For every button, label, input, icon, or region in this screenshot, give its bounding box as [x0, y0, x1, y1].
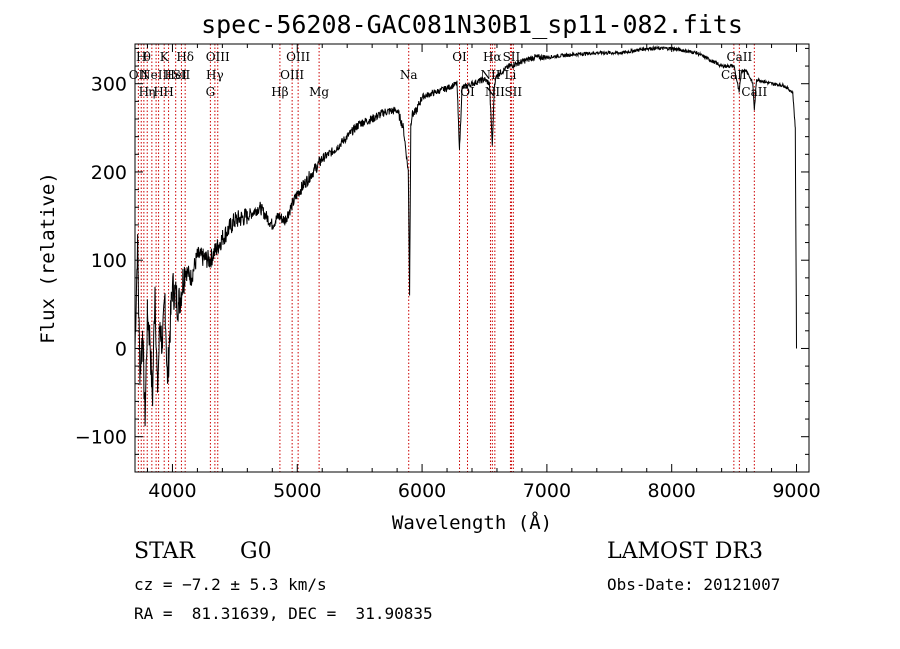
- emission-line-label: H: [139, 85, 149, 99]
- y-axis: −100 0 100 200 300: [75, 47, 809, 455]
- emission-line-label: OIII: [206, 50, 230, 64]
- emission-line-label: η: [148, 85, 155, 99]
- object-subclass: G0: [240, 539, 272, 564]
- y-tick-label: 100: [91, 250, 127, 272]
- emission-line-label: Na: [400, 68, 418, 82]
- y-tick-label: −100: [75, 427, 127, 449]
- redshift-cz: cz = −7.2 ± 5.3 km/s: [134, 575, 327, 594]
- x-tick-label: 8000: [648, 480, 696, 502]
- y-tick-label: 300: [91, 74, 127, 96]
- emission-line-label: SII: [504, 85, 522, 99]
- emission-line-label: HeI: [165, 68, 188, 82]
- emission-line-label: OIII: [280, 68, 304, 82]
- x-tick-label: 7000: [523, 480, 571, 502]
- emission-line-markers: [137, 44, 755, 472]
- observation-date: Obs-Date: 20121007: [607, 575, 781, 594]
- x-axis: 4000 5000 6000 7000 8000 9000: [146, 44, 821, 502]
- emission-line-label: CaII: [741, 85, 767, 99]
- plot-frame: [134, 43, 810, 473]
- emission-line-label: SII: [173, 68, 191, 82]
- emission-line-label: Hα: [483, 50, 502, 64]
- emission-line-label: H: [153, 85, 163, 99]
- emission-line-label: SII: [503, 50, 521, 64]
- x-tick-label: 4000: [148, 480, 196, 502]
- object-class: STAR: [134, 539, 195, 564]
- chart-title: spec-56208-GAC081N30B1_sp11-082.fits: [201, 10, 743, 39]
- x-tick-label: 5000: [273, 480, 321, 502]
- emission-line-label: K: [160, 50, 170, 64]
- y-tick-label: 0: [115, 338, 127, 360]
- survey-name: LAMOST DR3: [607, 539, 763, 564]
- emission-line-label: OI: [452, 50, 467, 64]
- emission-line-label: Hγ: [206, 68, 224, 82]
- emission-line-label: θ: [144, 50, 151, 64]
- emission-line-label: Mg: [309, 85, 329, 99]
- x-axis-label: Wavelength (Å): [392, 511, 552, 534]
- emission-line-label: H: [163, 85, 173, 99]
- emission-line-label: H: [136, 50, 146, 64]
- emission-line-label: Hβ: [271, 85, 288, 99]
- emission-line-label: G: [206, 85, 216, 99]
- emission-line-label: Hδ: [176, 50, 194, 64]
- emission-line-label: CaII: [721, 68, 747, 82]
- emission-line-label: NII: [485, 85, 505, 99]
- sky-coordinates: RA = 81.31639, DEC = 31.90835: [134, 604, 433, 623]
- spectrum-line: [134, 44, 797, 427]
- emission-line-label: OII: [129, 68, 149, 82]
- emission-line-labels: OIIHHθηNeIIIHKHHeISIIHδGHγOIIIHβOIIIOIII…: [129, 50, 768, 99]
- x-tick-label: 9000: [772, 480, 820, 502]
- emission-line-label: Li: [505, 68, 517, 82]
- emission-line-label: CaII: [726, 50, 752, 64]
- emission-line-label: OIII: [286, 50, 310, 64]
- x-tick-label: 6000: [398, 480, 446, 502]
- y-tick-label: 200: [91, 162, 127, 184]
- y-axis-label: Flux (relative): [37, 172, 59, 344]
- emission-line-label: NeIII: [140, 68, 172, 82]
